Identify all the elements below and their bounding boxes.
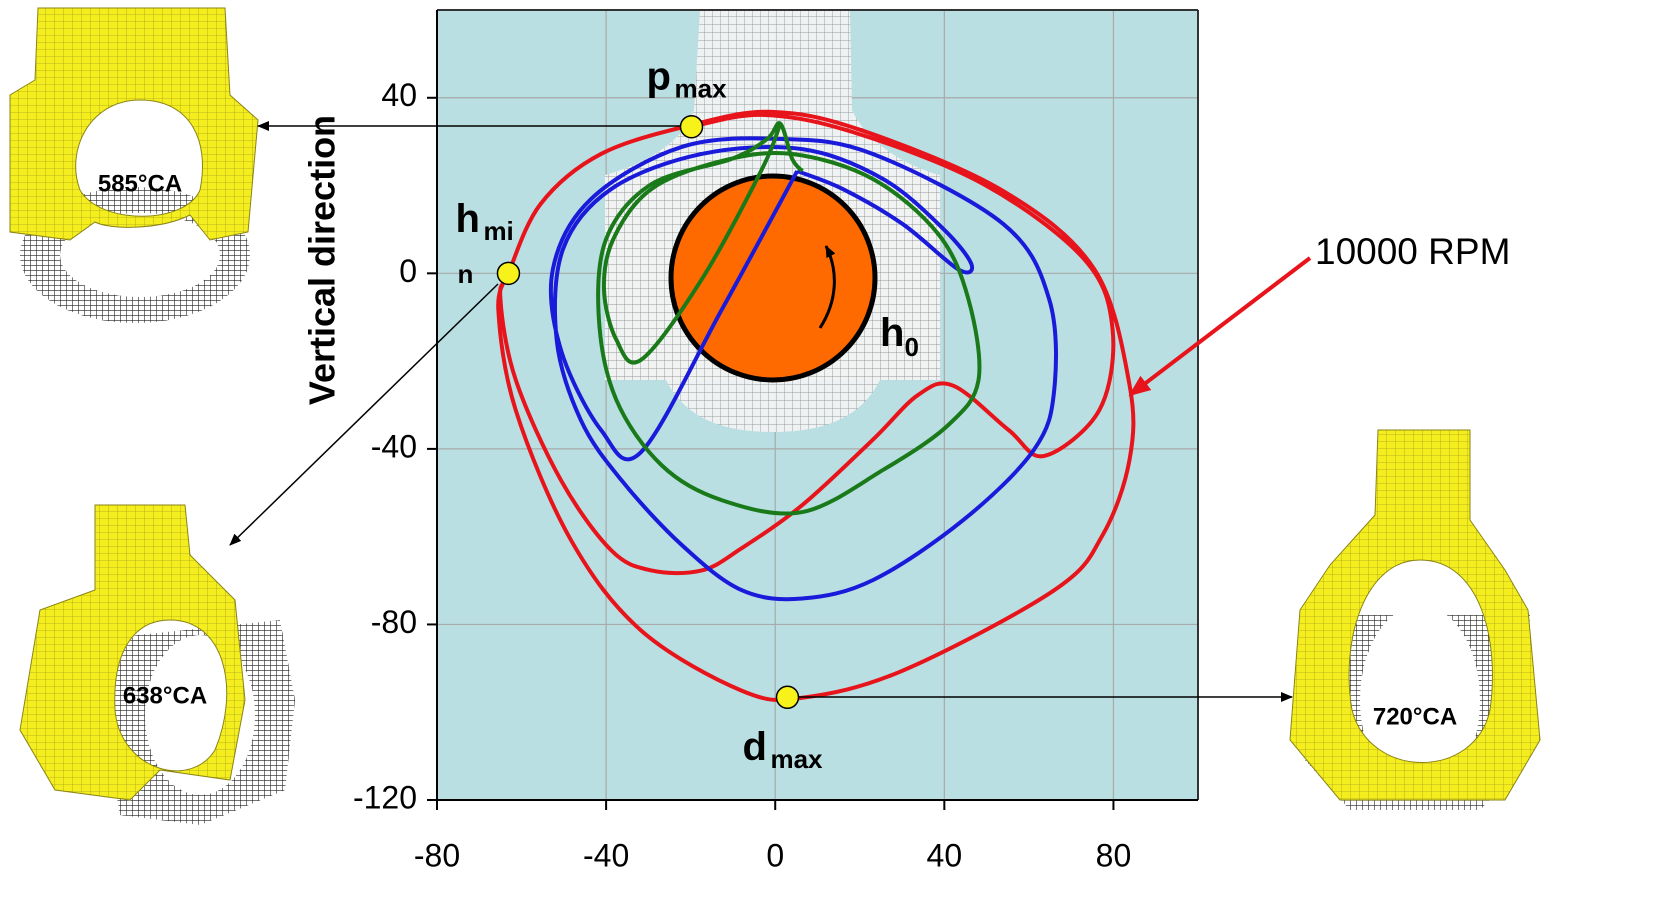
speed-label: 10000 RPM	[1315, 231, 1510, 272]
x-tick-label: -80	[414, 837, 460, 873]
inset-638	[20, 505, 295, 825]
point	[776, 686, 798, 708]
point-label-sub: max	[675, 74, 728, 104]
inset-label: 638°CA	[123, 682, 207, 709]
y-tick-label: 40	[381, 77, 417, 113]
point-label-sub: n	[457, 259, 473, 289]
journal-label-sub: 0	[904, 332, 918, 362]
point-label: p	[647, 54, 671, 98]
journal-label-main: h	[880, 311, 904, 355]
point-label-sub: max	[770, 744, 823, 774]
y-tick-label: 0	[399, 253, 417, 289]
point	[497, 262, 519, 284]
inset-585	[10, 8, 258, 323]
y-tick-label: -40	[371, 428, 417, 464]
point-label-sub: mi	[483, 216, 513, 246]
point-label: d	[742, 725, 766, 769]
y-tick-label: -120	[353, 779, 417, 815]
inset-label: 585°CA	[98, 170, 182, 197]
point	[681, 116, 703, 138]
y-axis-label: Vertical direction	[302, 115, 343, 405]
inset-label: 720°CA	[1373, 703, 1457, 730]
x-tick-label: 40	[927, 837, 963, 873]
point-label: h	[455, 197, 479, 241]
x-tick-label: 0	[766, 837, 784, 873]
y-tick-label: -80	[371, 604, 417, 640]
inset-720	[1290, 430, 1540, 810]
x-tick-label: -40	[583, 837, 629, 873]
x-tick-label: 80	[1096, 837, 1132, 873]
chart: Vertical direction -80 -40 0 40 80 -120 -80 -40…	[0, 0, 1654, 920]
